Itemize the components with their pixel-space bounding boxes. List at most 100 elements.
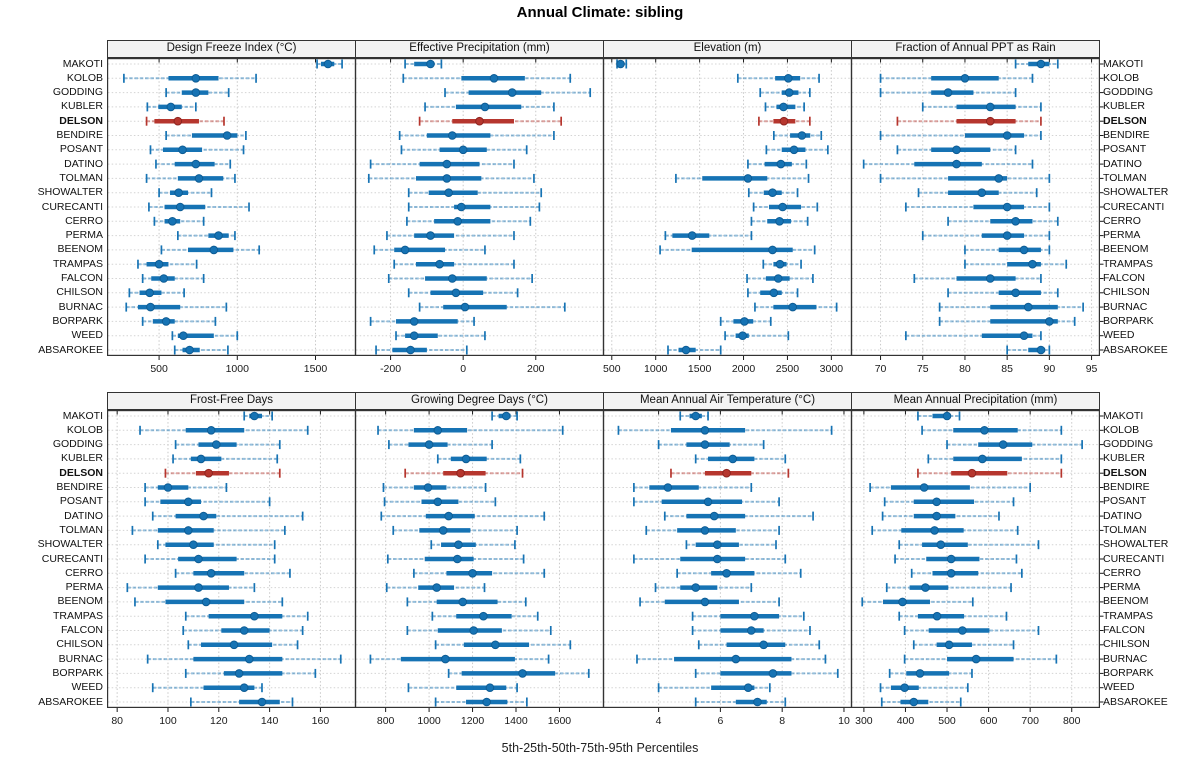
percentile-row-borpark	[369, 316, 475, 326]
percentile-row-showalter	[898, 540, 1040, 550]
station-label-datino: DATINO	[64, 157, 103, 170]
station-label-absarokee: ABSAROKEE	[1103, 343, 1168, 356]
percentile-row-borpark	[719, 316, 772, 326]
percentile-row-burnac	[636, 654, 827, 664]
median-dot	[257, 697, 267, 707]
percentile-row-weed	[879, 683, 969, 693]
median-dot	[426, 59, 435, 69]
percentile-row-delson	[896, 116, 1042, 126]
median-dot	[518, 669, 527, 678]
percentile-row-delson	[758, 116, 811, 126]
station-label-makoti: MAKOTI	[62, 409, 103, 422]
percentile-row-kolob	[736, 73, 820, 83]
percentile-row-beenom	[964, 245, 1051, 255]
median-dot	[199, 511, 208, 521]
median-dot	[768, 245, 777, 255]
percentile-row-burnac	[938, 302, 1084, 312]
station-label-chilson: CHILSON	[1103, 638, 1150, 651]
median-dot	[616, 59, 625, 69]
percentile-row-cerro	[153, 216, 205, 226]
percentile-row-tolman	[879, 173, 1051, 183]
percentile-row-tolman	[645, 525, 780, 535]
median-dot	[994, 174, 1004, 183]
percentile-row-cerro	[413, 568, 546, 578]
percentile-row-trampas	[184, 611, 309, 621]
percentile-row-weed	[407, 683, 518, 693]
percentile-row-showalter	[685, 540, 777, 550]
median-dot	[1023, 302, 1033, 312]
percentile-row-trampas	[137, 259, 198, 269]
percentile-row-kolob	[879, 73, 1034, 83]
median-dot	[967, 468, 977, 478]
station-label-curecanti: CURECANTI	[1103, 552, 1165, 565]
station-label-kolob: KOLOB	[66, 423, 103, 436]
percentile-row-curecanti	[407, 202, 541, 212]
station-label-tolman: TOLMAN	[1103, 523, 1147, 536]
station-label-delson: DELSON	[1103, 114, 1147, 127]
percentile-row-kubler	[694, 454, 787, 464]
median-dot	[184, 497, 193, 507]
median-dot	[1002, 231, 1012, 240]
median-dot	[743, 683, 753, 693]
station-label-perma: PERMA	[65, 229, 103, 242]
median-dot	[952, 159, 961, 169]
percentile-row-falcon	[746, 274, 814, 283]
median-dot	[469, 626, 478, 635]
percentile-row-delson	[418, 116, 563, 126]
percentile-row-curecanti	[894, 554, 1018, 564]
median-dot	[489, 74, 499, 83]
panel-plot-design-freeze-index: 500 1000 1500	[107, 58, 357, 375]
station-label-delson: DELSON	[59, 114, 103, 127]
median-dot	[713, 554, 722, 564]
station-label-bendire: BENDIRE	[1103, 481, 1150, 493]
median-dot	[447, 131, 457, 140]
median-dot	[145, 288, 154, 298]
axis-tick-label: 95	[1086, 363, 1098, 375]
percentile-row-showalter	[407, 188, 543, 198]
median-dot	[971, 654, 981, 664]
median-dot	[738, 331, 747, 341]
median-dot	[797, 131, 807, 140]
median-dot	[722, 569, 731, 578]
median-dot	[453, 554, 462, 564]
station-label-posant: POSANT	[59, 143, 103, 156]
percentile-row-chilson	[912, 640, 1015, 650]
station-label-falcon: FALCON	[60, 624, 103, 636]
station-label-showalter: SHOWALTER	[37, 538, 103, 551]
station-label-godding: GODDING	[52, 86, 103, 99]
percentiles-caption: 5th-25th-50th-75th-95th Percentiles	[501, 741, 699, 755]
median-dot	[728, 454, 738, 464]
percentile-row-beenom	[134, 597, 284, 607]
axis-tick-label: 75	[917, 363, 929, 375]
station-label-chilson: CHILSON	[56, 286, 103, 299]
station-label-absarokee: ABSAROKEE	[1103, 695, 1168, 708]
axis-tick-label: 10	[838, 715, 850, 727]
median-dot	[194, 554, 203, 564]
median-dot	[441, 654, 450, 664]
median-dot	[184, 526, 193, 535]
median-dot	[196, 454, 206, 464]
axis-tick-label: 140	[261, 715, 279, 727]
median-dot	[784, 74, 793, 83]
median-dot	[178, 145, 187, 155]
axis-tick-label: 300	[855, 715, 873, 727]
median-dot	[788, 302, 798, 312]
percentile-row-kubler	[172, 454, 279, 464]
panel-border	[851, 58, 1101, 356]
percentile-row-delson	[145, 116, 225, 126]
median-dot	[179, 331, 188, 341]
median-dot	[773, 274, 783, 283]
median-dot	[985, 116, 995, 126]
station-label-perma: PERMA	[1103, 229, 1141, 242]
percentile-row-posant	[896, 145, 1017, 155]
panel-header-frost-free-days: Frost-Free Days	[107, 392, 356, 410]
median-dot	[960, 74, 970, 83]
percentile-row-burnac	[903, 654, 1058, 664]
median-dot	[985, 274, 995, 283]
percentile-row-bendire	[879, 131, 1042, 140]
percentile-row-weed	[395, 331, 486, 341]
figure-title: Annual Climate: sibling	[516, 4, 684, 21]
median-dot	[457, 202, 466, 212]
median-dot	[426, 231, 435, 240]
